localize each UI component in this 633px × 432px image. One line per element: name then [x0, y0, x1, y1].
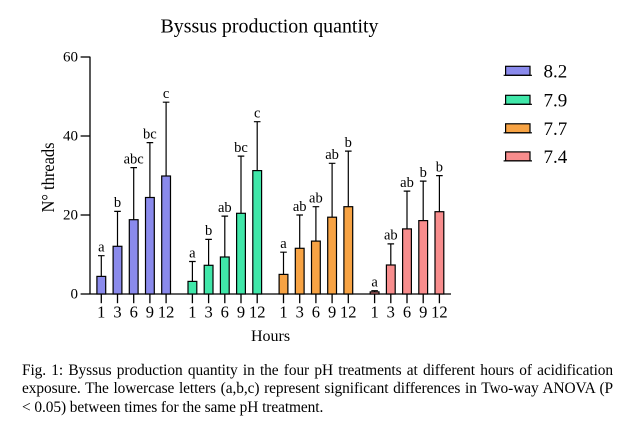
- svg-text:Hours: Hours: [251, 328, 290, 345]
- svg-text:bc: bc: [234, 140, 248, 156]
- svg-text:b: b: [114, 195, 121, 211]
- svg-text:c: c: [254, 106, 260, 122]
- svg-text:3: 3: [387, 302, 395, 321]
- svg-text:12: 12: [158, 302, 175, 321]
- svg-text:a: a: [189, 245, 196, 261]
- svg-text:7.9: 7.9: [544, 90, 568, 111]
- svg-text:ab: ab: [293, 199, 307, 215]
- svg-text:9: 9: [328, 302, 336, 321]
- svg-text:6: 6: [312, 302, 320, 321]
- svg-text:12: 12: [249, 302, 266, 321]
- svg-text:7.7: 7.7: [544, 119, 568, 140]
- svg-text:ab: ab: [218, 200, 232, 216]
- svg-text:20: 20: [63, 208, 78, 224]
- svg-text:12: 12: [431, 302, 448, 321]
- svg-text:6: 6: [403, 302, 411, 321]
- svg-text:3: 3: [204, 302, 212, 321]
- svg-text:Byssus production quantity: Byssus production quantity: [161, 16, 380, 38]
- svg-text:ab: ab: [384, 228, 398, 244]
- svg-text:3: 3: [296, 302, 304, 321]
- svg-text:3: 3: [113, 302, 121, 321]
- svg-text:9: 9: [237, 302, 245, 321]
- svg-text:6: 6: [221, 302, 229, 321]
- svg-text:1: 1: [97, 302, 105, 321]
- svg-text:9: 9: [419, 302, 427, 321]
- svg-text:0: 0: [71, 287, 79, 303]
- svg-text:a: a: [98, 240, 105, 256]
- svg-text:1: 1: [188, 302, 196, 321]
- svg-text:N° threads: N° threads: [38, 143, 58, 213]
- svg-text:ab: ab: [309, 191, 323, 207]
- svg-text:7.4: 7.4: [544, 147, 568, 168]
- svg-text:60: 60: [63, 50, 78, 66]
- svg-text:40: 40: [63, 129, 78, 145]
- svg-text:1: 1: [370, 302, 378, 321]
- svg-text:b: b: [436, 159, 443, 175]
- svg-text:b: b: [205, 223, 212, 239]
- svg-text:6: 6: [130, 302, 138, 321]
- svg-text:bc: bc: [143, 126, 157, 142]
- svg-text:a: a: [280, 236, 287, 252]
- svg-text:1: 1: [279, 302, 287, 321]
- svg-text:c: c: [163, 86, 169, 102]
- svg-text:9: 9: [146, 302, 154, 321]
- svg-text:8.2: 8.2: [544, 61, 568, 82]
- svg-text:12: 12: [340, 302, 357, 321]
- svg-text:b: b: [345, 135, 352, 151]
- svg-text:a: a: [371, 275, 378, 291]
- svg-text:ab: ab: [400, 175, 414, 191]
- svg-text:b: b: [420, 165, 427, 181]
- svg-text:abc: abc: [124, 151, 144, 167]
- svg-text:ab: ab: [325, 147, 339, 163]
